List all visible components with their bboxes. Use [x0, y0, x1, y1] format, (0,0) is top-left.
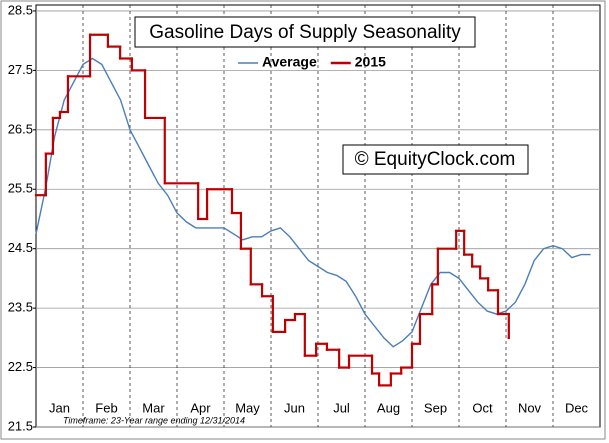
footnote: Timeframe: 23-Year range ending 12/31/20…: [63, 415, 245, 425]
y-tick-label: 21.5: [8, 418, 33, 433]
y-tick-label: 26.5: [8, 121, 33, 136]
x-tick-label: Nov: [518, 400, 542, 415]
x-tick-label: Jun: [284, 400, 305, 415]
x-tick-label: Apr: [190, 400, 211, 415]
legend-label: Average: [262, 54, 317, 70]
x-tick-label: May: [235, 400, 260, 415]
title-box: [134, 16, 476, 48]
x-tick-label: Jan: [49, 400, 70, 415]
x-tick-label: Feb: [95, 400, 117, 415]
grid: [33, 5, 600, 428]
chart-title: Gasoline Days of Supply Seasonality: [149, 22, 461, 43]
x-tick-label: Aug: [377, 400, 400, 415]
marks: [34, 33, 591, 387]
y-tick-label: 23.5: [8, 300, 33, 315]
y-tick-label: 27.5: [8, 62, 33, 77]
y-tick-label: 22.5: [8, 359, 33, 374]
y-tick-label: 28.5: [8, 2, 33, 17]
annotation-box: [342, 144, 529, 175]
y-tick-label: 24.5: [8, 240, 33, 255]
x-tick-label: Jul: [333, 400, 350, 415]
x-tick-label: Mar: [142, 400, 165, 415]
x-tick-label: Dec: [565, 400, 589, 415]
y-tick-label: 25.5: [8, 181, 33, 196]
x-tick-label: Sep: [424, 400, 447, 415]
legend-label: 2015: [355, 54, 386, 70]
x-tick-label: Oct: [472, 400, 493, 415]
annotation: © EquityClock.com: [355, 149, 516, 170]
